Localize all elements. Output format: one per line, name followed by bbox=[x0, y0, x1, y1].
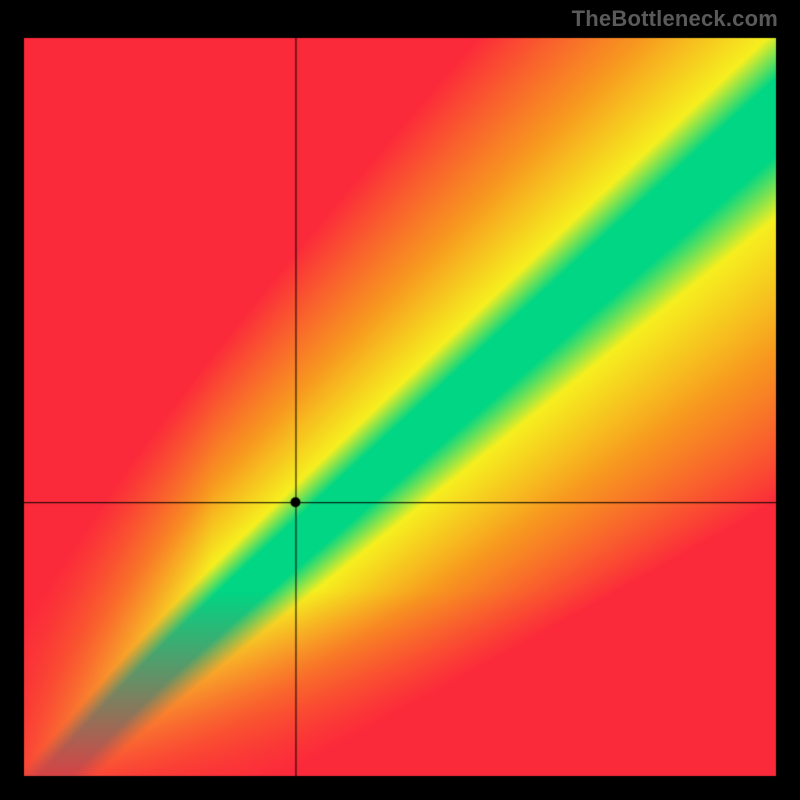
chart-container: TheBottleneck.com bbox=[0, 0, 800, 800]
bottleneck-heatmap bbox=[0, 0, 800, 800]
watermark-text: TheBottleneck.com bbox=[572, 6, 778, 32]
